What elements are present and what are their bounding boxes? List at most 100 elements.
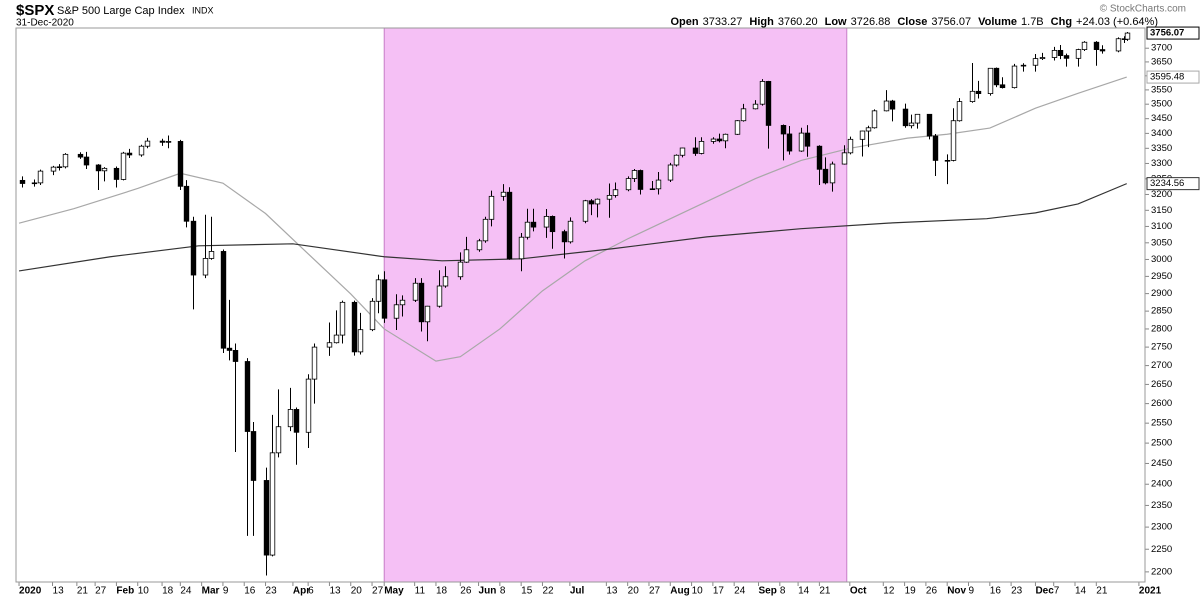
candle-body bbox=[50, 166, 57, 172]
x-tick-label: 18 bbox=[162, 586, 174, 597]
candle-body bbox=[333, 334, 340, 344]
candle-body bbox=[476, 240, 483, 251]
x-tick-label: 14 bbox=[798, 586, 810, 597]
candle-body bbox=[1020, 64, 1027, 67]
x-tick-label: 8 bbox=[780, 586, 786, 597]
x-tick-label: May bbox=[384, 586, 404, 597]
moving-average bbox=[18, 76, 1127, 362]
candle-body bbox=[710, 138, 717, 142]
x-tick-label: 12 bbox=[883, 586, 895, 597]
candle-body bbox=[144, 140, 151, 147]
candle-body bbox=[77, 153, 84, 158]
candle-body bbox=[798, 132, 805, 152]
candle-body bbox=[101, 167, 108, 172]
plot-layer bbox=[15, 27, 1149, 586]
x-tick-label: 20 bbox=[351, 586, 363, 597]
quote-value: 3726.88 bbox=[851, 16, 891, 28]
candle-body bbox=[530, 221, 537, 228]
x-tick-label: 26 bbox=[460, 586, 472, 597]
candle-body bbox=[908, 122, 915, 127]
quote-value: 3756.07 bbox=[931, 16, 971, 28]
price-label: 3234.56 bbox=[1150, 178, 1184, 189]
candle-body bbox=[993, 67, 1000, 86]
candle-body bbox=[631, 170, 638, 179]
candle-body bbox=[889, 100, 896, 110]
candle-body bbox=[31, 182, 38, 185]
highlight bbox=[383, 27, 848, 583]
candle-body bbox=[518, 236, 525, 260]
candle-body bbox=[19, 179, 26, 184]
candle-body bbox=[950, 120, 957, 161]
y-tick-label: 3450 bbox=[1151, 113, 1172, 124]
candle-body bbox=[62, 153, 69, 168]
price-label-box bbox=[1146, 26, 1200, 40]
candle-body bbox=[752, 103, 759, 110]
y-tick-label: 2650 bbox=[1151, 379, 1172, 390]
candle-body bbox=[716, 138, 723, 142]
x-tick-label: 21 bbox=[1096, 586, 1108, 597]
x-tick-label: 27 bbox=[372, 586, 384, 597]
candle-body bbox=[339, 301, 346, 336]
candle-body bbox=[326, 342, 333, 348]
candle-body bbox=[1075, 49, 1082, 59]
x-tick-label: 7 bbox=[1054, 586, 1060, 597]
x-tick-label: 16 bbox=[244, 586, 256, 597]
candle-body bbox=[56, 166, 63, 169]
y-tick-label: 2550 bbox=[1151, 418, 1172, 429]
candle-body bbox=[561, 231, 568, 243]
y-tick-label: 3500 bbox=[1151, 99, 1172, 110]
candle-body bbox=[673, 154, 680, 166]
x-tick-label: 21 bbox=[819, 586, 831, 597]
moving-average bbox=[18, 183, 1127, 272]
candle-body bbox=[1081, 41, 1088, 50]
candle-body bbox=[244, 361, 251, 432]
candle-body bbox=[226, 347, 233, 351]
y-tick-label: 3350 bbox=[1151, 143, 1172, 154]
y-tick-label: 3200 bbox=[1151, 189, 1172, 200]
x-tick-label: 9 bbox=[223, 586, 229, 597]
candle-body bbox=[588, 200, 595, 205]
candle-body bbox=[138, 145, 145, 156]
candle-body bbox=[692, 147, 699, 154]
chart-date: 31-Dec-2020 bbox=[16, 18, 74, 29]
candle-body bbox=[463, 249, 470, 263]
candle-body bbox=[1115, 38, 1122, 52]
x-tick-label: Sep bbox=[759, 586, 777, 597]
candle-body bbox=[95, 164, 102, 172]
candle-body bbox=[126, 152, 133, 156]
y-tick-label: 2450 bbox=[1151, 458, 1172, 469]
candle-body bbox=[190, 220, 197, 276]
x-tick-label: 2020 bbox=[19, 586, 42, 597]
x-tick-label: 18 bbox=[436, 586, 448, 597]
y-tick-label: 2900 bbox=[1151, 288, 1172, 299]
candle-body bbox=[269, 452, 276, 556]
y-tick-label: 2500 bbox=[1151, 438, 1172, 449]
candle-body bbox=[667, 164, 674, 181]
candle-body bbox=[859, 130, 866, 140]
x-tick-label: 27 bbox=[95, 586, 107, 597]
y-tick-label: 2250 bbox=[1151, 544, 1172, 555]
candle-body bbox=[1057, 49, 1064, 56]
candle-body bbox=[655, 179, 662, 190]
candle-body bbox=[208, 251, 215, 259]
candle-body bbox=[734, 120, 741, 135]
quote-label: Chg bbox=[1051, 16, 1072, 28]
candle-body bbox=[944, 160, 951, 162]
x-tick-label: 26 bbox=[926, 586, 938, 597]
candle-body bbox=[275, 426, 282, 454]
candle-body bbox=[679, 147, 686, 156]
candle-body bbox=[740, 108, 747, 122]
candle-body bbox=[369, 300, 376, 331]
candle-body bbox=[914, 113, 921, 124]
quote-value: 3733.27 bbox=[703, 16, 743, 28]
candle-body bbox=[786, 133, 793, 152]
candle-body bbox=[351, 301, 358, 353]
x-tick-label: 9 bbox=[968, 586, 974, 597]
price-label: 3756.07 bbox=[1150, 28, 1184, 39]
quote-label: Open bbox=[670, 16, 698, 28]
candle-body bbox=[969, 90, 976, 103]
x-tick-label: 16 bbox=[990, 586, 1002, 597]
quote-line: Open 3733.27 High 3760.20 Low 3726.88 Close 375… bbox=[670, 16, 1158, 28]
price-label-box bbox=[1146, 70, 1200, 84]
candle-body bbox=[120, 152, 127, 180]
